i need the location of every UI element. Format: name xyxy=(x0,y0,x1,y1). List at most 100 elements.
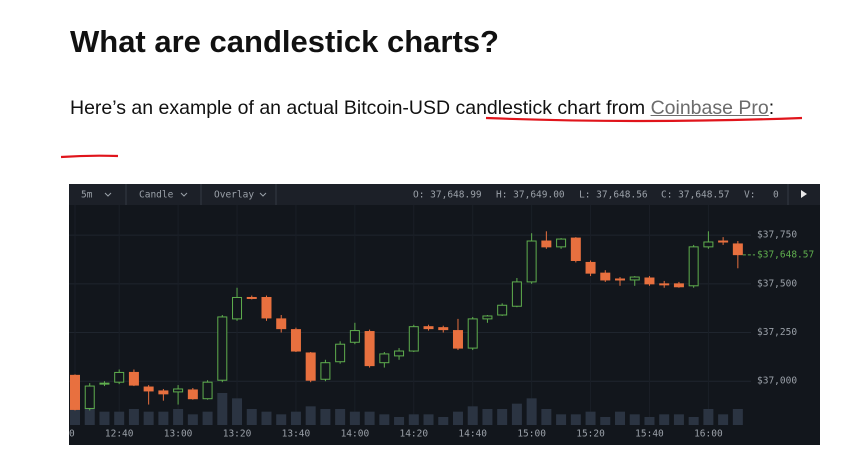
volume-bar xyxy=(615,411,626,425)
candle-body xyxy=(364,331,375,367)
candle-body xyxy=(718,240,729,243)
volume-bar xyxy=(408,414,419,425)
volume-bar xyxy=(379,414,390,425)
volume-bar xyxy=(438,417,449,425)
paragraph-end: : xyxy=(768,97,775,119)
underline xyxy=(485,116,803,123)
candle-body xyxy=(276,318,287,330)
chart: 5m Candle Overlay O: 37,648.99 H: 37,649… xyxy=(69,184,820,445)
volume-bar xyxy=(423,414,434,425)
chevron xyxy=(104,192,112,197)
x-tick-label: 15:00 xyxy=(517,429,546,440)
x-tick-label: 13:00 xyxy=(164,429,193,440)
volume-bar xyxy=(482,409,493,425)
candle-body xyxy=(541,240,552,248)
candle-body xyxy=(585,261,596,274)
candle-body xyxy=(423,326,434,330)
volume-bar xyxy=(364,411,375,425)
candle-body xyxy=(452,330,463,349)
candle-body xyxy=(732,243,743,256)
style-button[interactable]: Candle xyxy=(139,190,174,201)
volume-label: V: xyxy=(744,190,755,201)
volume-bar xyxy=(659,414,670,425)
volume-value: 0 xyxy=(773,190,779,201)
y-tick-label: $37,000 xyxy=(757,376,797,387)
x-tick-label: 13:40 xyxy=(282,429,311,440)
chevron xyxy=(259,192,267,197)
volume-bar xyxy=(261,411,272,425)
candle-body xyxy=(349,330,360,343)
candle-body xyxy=(659,283,670,286)
volume-bar xyxy=(349,411,360,425)
candle-body xyxy=(438,327,449,331)
x-tick-label: 15:40 xyxy=(635,429,664,440)
volume-bar xyxy=(732,409,743,425)
volume-bar xyxy=(467,406,478,425)
chevron xyxy=(180,192,188,197)
toolbar xyxy=(69,184,820,205)
volume-bar xyxy=(143,411,154,425)
candle-body xyxy=(526,240,537,283)
volume-bar xyxy=(320,409,331,425)
volume-bar xyxy=(541,409,552,425)
candle-body xyxy=(99,382,110,385)
volume-bar xyxy=(158,411,169,425)
plot: $37,000 $37,250 $37,500 $37,750 0 12:40 13:00 1… xyxy=(69,205,814,440)
volume-bar xyxy=(217,393,228,425)
volume-bar xyxy=(202,411,213,425)
play-button[interactable] xyxy=(801,190,807,198)
candle-body xyxy=(217,316,228,381)
x-tick-label: 15:20 xyxy=(576,429,605,440)
volume-bar xyxy=(99,411,110,425)
ohlc-open: O: 37,648.99 xyxy=(413,190,482,201)
x-tick-label: 13:20 xyxy=(223,429,252,440)
link[interactable]: Coinbase Pro xyxy=(650,97,769,119)
volume-bar xyxy=(276,414,287,425)
candle-body xyxy=(379,353,390,364)
candle-body xyxy=(688,246,699,287)
annotations xyxy=(60,116,803,159)
ohlc-close: C: 37,648.57 xyxy=(661,190,730,201)
candle-body xyxy=(128,371,139,386)
candle-body xyxy=(673,283,684,288)
candle-body xyxy=(202,381,213,400)
volume-bar xyxy=(335,409,346,425)
volume-bar xyxy=(232,398,243,425)
candle-body xyxy=(246,296,257,299)
volume-bar xyxy=(187,414,198,425)
volume-bar xyxy=(570,414,581,425)
volume-bar xyxy=(246,409,257,425)
overlay-button[interactable]: Overlay xyxy=(214,190,254,201)
volume-bar xyxy=(585,411,596,425)
candle-body xyxy=(511,281,522,307)
volume-bar xyxy=(128,409,139,425)
candle-body xyxy=(703,241,714,248)
volume-bar xyxy=(70,409,80,425)
candle-body xyxy=(629,276,640,281)
candle-body xyxy=(482,315,493,320)
x-tick-label: 0 xyxy=(69,429,75,440)
candle-body xyxy=(305,352,316,381)
volume-bar xyxy=(600,417,611,425)
candle-body xyxy=(143,386,154,392)
candle-body xyxy=(644,277,655,285)
x-tick-label: 12:40 xyxy=(105,429,134,440)
candle-body xyxy=(600,272,611,281)
volume-bar xyxy=(526,398,537,425)
x-tick-label: 14:40 xyxy=(458,429,487,440)
x-tick-label: 14:20 xyxy=(399,429,428,440)
candle-body xyxy=(158,390,169,395)
candle-body xyxy=(320,362,331,380)
candle-body xyxy=(408,326,419,352)
volume-bar xyxy=(394,417,405,425)
candle-body xyxy=(290,329,301,352)
y-tick-label: $37,250 xyxy=(757,327,797,338)
volume-bar xyxy=(511,403,522,425)
interval-button[interactable]: 5m xyxy=(81,190,93,201)
y-tick-label: $37,750 xyxy=(757,230,797,241)
volume-bar xyxy=(688,417,699,425)
volume-bar xyxy=(305,406,316,425)
ohlc-high: H: 37,649.00 xyxy=(496,190,565,201)
volume-bar xyxy=(114,411,125,425)
